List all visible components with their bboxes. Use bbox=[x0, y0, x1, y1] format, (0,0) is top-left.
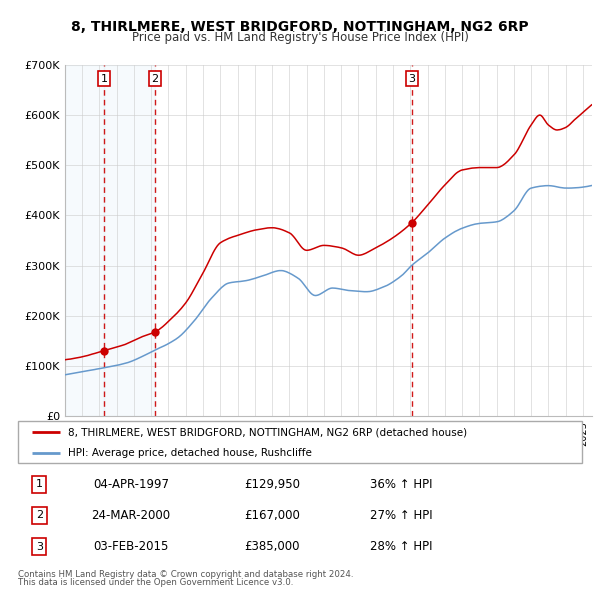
Text: 24-MAR-2000: 24-MAR-2000 bbox=[91, 509, 170, 522]
Text: £167,000: £167,000 bbox=[244, 509, 300, 522]
Text: Contains HM Land Registry data © Crown copyright and database right 2024.: Contains HM Land Registry data © Crown c… bbox=[18, 570, 353, 579]
Bar bbox=[65, 65, 104, 416]
Text: 04-APR-1997: 04-APR-1997 bbox=[93, 478, 169, 491]
Text: £385,000: £385,000 bbox=[244, 540, 299, 553]
Text: 2: 2 bbox=[152, 74, 158, 84]
FancyBboxPatch shape bbox=[18, 421, 582, 463]
Text: This data is licensed under the Open Government Licence v3.0.: This data is licensed under the Open Gov… bbox=[18, 578, 293, 587]
Text: 8, THIRLMERE, WEST BRIDGFORD, NOTTINGHAM, NG2 6RP (detached house): 8, THIRLMERE, WEST BRIDGFORD, NOTTINGHAM… bbox=[68, 427, 467, 437]
Text: 8, THIRLMERE, WEST BRIDGFORD, NOTTINGHAM, NG2 6RP: 8, THIRLMERE, WEST BRIDGFORD, NOTTINGHAM… bbox=[71, 20, 529, 34]
Text: 1: 1 bbox=[36, 479, 43, 489]
Text: 3: 3 bbox=[36, 542, 43, 552]
Text: 03-FEB-2015: 03-FEB-2015 bbox=[93, 540, 169, 553]
Text: 1: 1 bbox=[100, 74, 107, 84]
Text: HPI: Average price, detached house, Rushcliffe: HPI: Average price, detached house, Rush… bbox=[68, 448, 311, 457]
Text: £129,950: £129,950 bbox=[244, 478, 300, 491]
Text: 2: 2 bbox=[36, 510, 43, 520]
Bar bbox=[104, 65, 155, 416]
Text: 28% ↑ HPI: 28% ↑ HPI bbox=[370, 540, 433, 553]
Text: 3: 3 bbox=[408, 74, 415, 84]
Text: 27% ↑ HPI: 27% ↑ HPI bbox=[370, 509, 433, 522]
Text: Price paid vs. HM Land Registry's House Price Index (HPI): Price paid vs. HM Land Registry's House … bbox=[131, 31, 469, 44]
Text: 36% ↑ HPI: 36% ↑ HPI bbox=[370, 478, 433, 491]
